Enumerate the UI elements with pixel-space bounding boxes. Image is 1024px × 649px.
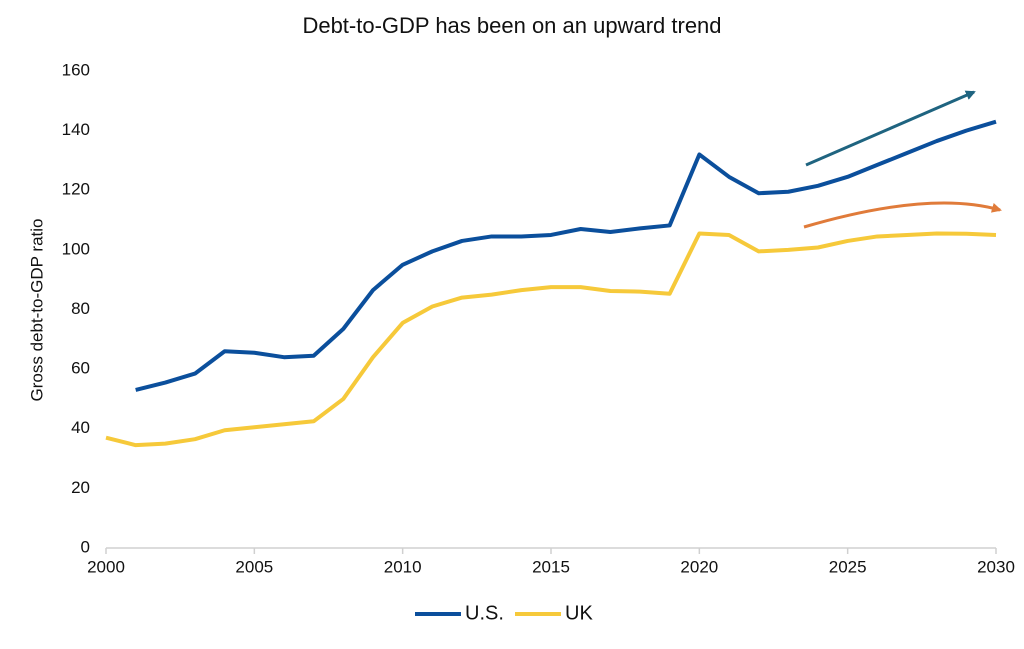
y-tick-label: 0 xyxy=(81,537,90,556)
x-tick-label: 2025 xyxy=(829,557,867,576)
legend-label: UK xyxy=(565,602,593,624)
x-tick-label: 2005 xyxy=(235,557,273,576)
y-tick-label: 60 xyxy=(71,359,90,378)
y-tick-label: 120 xyxy=(62,180,90,199)
legend-label: U.S. xyxy=(465,602,504,624)
y-tick-label: 140 xyxy=(62,120,90,139)
series-line xyxy=(105,231,997,448)
y-axis-label: Gross debt-to-GDP ratio xyxy=(27,219,46,402)
x-tick-label: 2030 xyxy=(977,557,1015,576)
x-tick-label: 2015 xyxy=(532,557,570,576)
x-tick-label: 2010 xyxy=(384,557,422,576)
y-tick-label: 40 xyxy=(71,418,90,437)
y-tick-label: 160 xyxy=(62,60,90,79)
series-line xyxy=(135,119,997,392)
y-tick-label: 100 xyxy=(62,239,90,258)
x-tick-label: 2000 xyxy=(87,557,125,576)
chart-title: Debt-to-GDP has been on an upward trend xyxy=(302,13,721,38)
x-tick-label: 2020 xyxy=(680,557,718,576)
trend-arrow xyxy=(803,201,1002,229)
y-tick-label: 20 xyxy=(71,478,90,497)
trend-arrow xyxy=(805,90,976,167)
y-tick-label: 80 xyxy=(71,299,90,318)
